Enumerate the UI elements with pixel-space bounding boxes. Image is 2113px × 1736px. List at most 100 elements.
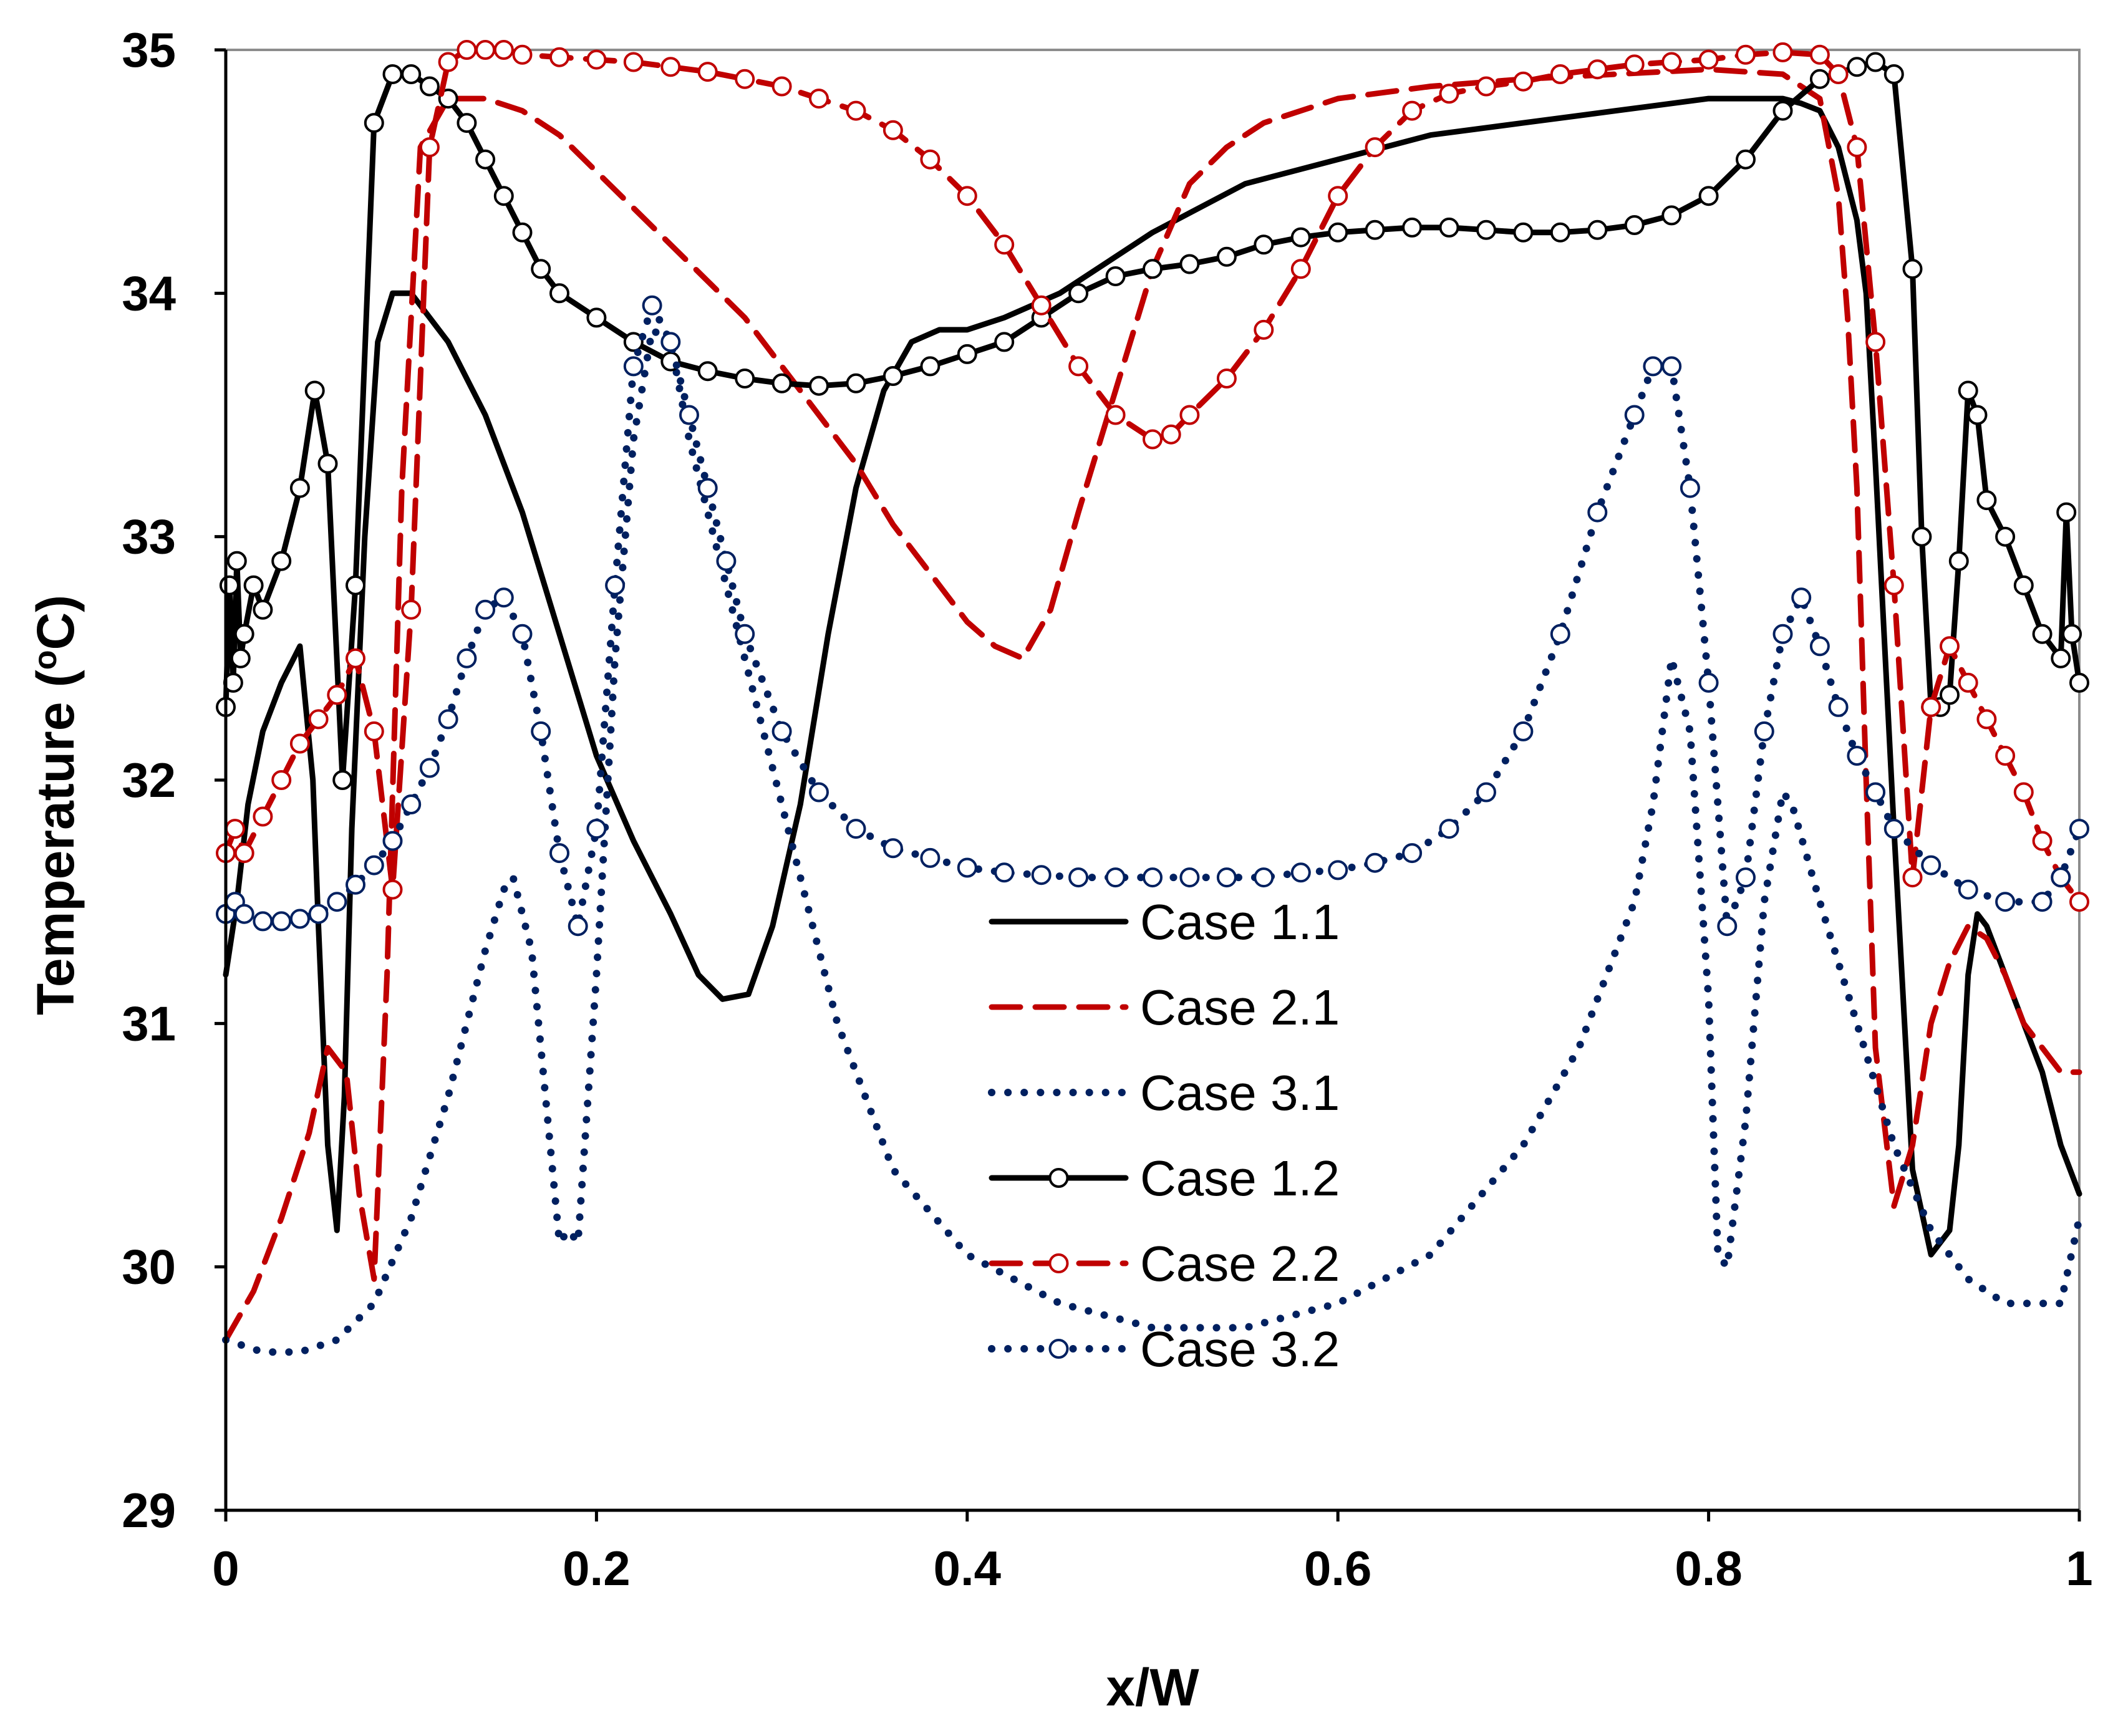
data-point (304, 380, 325, 401)
data-point (225, 819, 245, 839)
data-point (846, 100, 866, 121)
data-point (2032, 624, 2053, 644)
data-point (1402, 217, 1423, 238)
data-point (1958, 380, 1978, 401)
data-point (735, 624, 755, 644)
data-point (1513, 721, 1534, 741)
data-point (346, 575, 365, 596)
x-tick-label: 0.2 (563, 1541, 630, 1596)
data-point (493, 587, 514, 608)
data-point (1847, 57, 1867, 77)
data-point (1587, 219, 1608, 240)
data-point (1587, 502, 1608, 523)
legend-marker (1048, 1339, 1069, 1359)
data-point (512, 222, 533, 243)
data-point (1624, 215, 1645, 235)
data-point (2069, 819, 2089, 839)
data-point (1587, 59, 1608, 80)
x-tick-label: 0.8 (1675, 1541, 1742, 1596)
data-point (1216, 867, 1237, 888)
data-point (1068, 867, 1089, 888)
data-point (1995, 892, 2016, 912)
data-point (1902, 259, 1923, 279)
data-point (531, 259, 551, 279)
legend-marker (1048, 1253, 1069, 1273)
legend: Case 1.1 Case 2.1 Case 3.1 Case 1.2 Case 2.2… (988, 894, 1340, 1377)
data-point (586, 49, 607, 70)
data-point (920, 847, 940, 868)
data-point (1179, 867, 1200, 888)
data-point (1940, 685, 1960, 705)
data-point (1967, 405, 1988, 425)
data-point (512, 624, 533, 644)
data-point (493, 40, 514, 60)
data-point (475, 599, 496, 620)
data-point (1883, 575, 1904, 596)
data-point (697, 62, 718, 82)
data-point (1328, 222, 1348, 243)
data-point (2069, 672, 2089, 693)
data-point (1161, 424, 1181, 445)
y-tick-label: 35 (122, 22, 176, 77)
data-point (623, 52, 644, 72)
data-point (1921, 855, 1941, 875)
data-point (253, 806, 273, 827)
data-point (1476, 76, 1496, 97)
data-point (346, 874, 365, 895)
data-point (623, 332, 644, 352)
data-point (1865, 782, 1886, 803)
data-point (2051, 867, 2071, 888)
series-case-2-2 (216, 40, 2089, 912)
legend-label: Case 1.1 (1140, 894, 1340, 950)
legend-label: Case 1.2 (1140, 1150, 1340, 1206)
data-point (1179, 405, 1200, 425)
data-point (1328, 186, 1348, 206)
data-point (271, 770, 292, 790)
data-point (1439, 217, 1459, 238)
data-point (1809, 636, 1830, 657)
data-point (382, 879, 403, 900)
data-point (1254, 234, 1274, 255)
series-line (222, 301, 2083, 930)
data-point (660, 332, 681, 352)
data-point (401, 794, 422, 814)
data-point (697, 361, 718, 382)
data-point (1791, 587, 1812, 608)
data-point (994, 862, 1015, 883)
data-point (1940, 636, 1960, 657)
data-point (1865, 52, 1886, 72)
data-point (1717, 916, 1738, 937)
data-point (1624, 405, 1645, 425)
data-point (364, 721, 384, 741)
data-point (771, 76, 792, 97)
data-point (1476, 782, 1496, 803)
data-point (771, 721, 792, 741)
y-tick-label: 34 (122, 266, 176, 321)
data-point (1698, 186, 1719, 206)
data-point (1365, 852, 1385, 873)
data-point (317, 453, 338, 474)
data-point (1809, 44, 1830, 65)
data-point (679, 405, 699, 425)
data-point (1105, 266, 1126, 286)
data-point (1772, 42, 1793, 62)
y-axis-title: Temperature (oC) (26, 595, 85, 1015)
data-point (1995, 746, 2016, 766)
ticks-layer: 0 0.2 0.4 0.6 0.8 1 29 30 31 32 33 34 35 (122, 22, 2092, 1596)
y-axis-title-degree: o (27, 650, 64, 670)
data-point (1948, 551, 1969, 571)
data-point (457, 40, 477, 60)
data-point (697, 478, 718, 498)
data-point (2056, 502, 2077, 523)
data-point (1216, 246, 1237, 267)
data-point (882, 120, 903, 140)
data-point (2051, 648, 2071, 668)
data-point (568, 916, 588, 937)
x-tick-label: 0.6 (1304, 1541, 1371, 1596)
data-point (920, 356, 940, 377)
data-point (1772, 624, 1793, 644)
data-point (1328, 860, 1348, 880)
data-point (1736, 149, 1756, 170)
data-point (419, 758, 440, 778)
data-point (623, 356, 644, 377)
